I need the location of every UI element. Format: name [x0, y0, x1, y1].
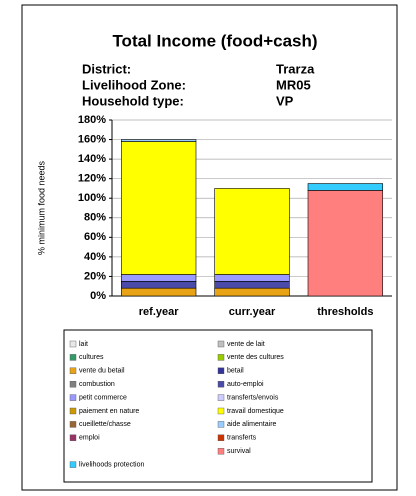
info-value: MR05 — [276, 77, 311, 92]
y-tick-label: 160% — [78, 133, 106, 145]
legend-label: lait — [79, 341, 88, 348]
x-tick-label: ref.year — [139, 306, 179, 318]
legend-label: survival — [227, 448, 251, 455]
y-tick-label: 120% — [78, 173, 106, 185]
legend-label: paiement en nature — [79, 408, 139, 415]
info-value: VP — [276, 93, 294, 108]
x-tick-label: thresholds — [317, 306, 373, 318]
y-tick-label: 180% — [78, 114, 106, 126]
legend-label: betail — [227, 368, 244, 375]
legend-swatch — [217, 434, 225, 441]
bar-segment — [214, 274, 290, 282]
legend-label: emploi — [79, 435, 100, 442]
legend-label: livelihoods protection — [79, 461, 144, 468]
legend-swatch — [69, 407, 77, 415]
legend-label: cultures — [79, 354, 104, 361]
info-label: Household type: — [82, 93, 184, 108]
y-tick-label: 0% — [90, 290, 106, 302]
y-tick-label: 20% — [84, 270, 106, 282]
legend-label: transferts/envois — [227, 394, 279, 401]
legend-label: travail domestique — [227, 408, 284, 415]
legend-swatch — [69, 434, 77, 441]
legend-swatch — [69, 354, 77, 361]
legend-swatch — [217, 340, 225, 348]
legend-label: combustion — [79, 381, 115, 388]
legend-swatch — [217, 448, 225, 455]
legend-swatch — [69, 340, 77, 348]
x-tick-label: curr.year — [229, 306, 276, 318]
bar-segment — [121, 139, 197, 142]
legend-label: cueillette/chasse — [79, 421, 131, 428]
legend-box — [63, 329, 373, 483]
bar-segment — [307, 183, 383, 191]
bar-segment — [121, 141, 197, 275]
info-label: District: — [82, 61, 131, 76]
bar-segment — [214, 281, 290, 289]
bar-segment — [214, 188, 290, 275]
bar-segment — [214, 287, 290, 297]
legend-swatch — [217, 407, 225, 415]
legend-label: auto-emploi — [227, 381, 264, 388]
info-label: Livelihood Zone: — [82, 77, 186, 92]
legend-swatch — [217, 421, 225, 428]
legend-label: vente des cultures — [227, 354, 284, 361]
legend-swatch — [217, 354, 225, 361]
bar-segment — [307, 190, 383, 297]
legend-swatch — [69, 421, 77, 428]
legend-swatch — [69, 367, 77, 374]
bar-segment — [121, 274, 197, 282]
legend-label: petit commerce — [79, 394, 127, 401]
bar-segment — [121, 281, 197, 289]
chart-title: Total Income (food+cash) — [112, 31, 317, 50]
y-tick-label: 60% — [84, 231, 106, 243]
legend-swatch — [217, 367, 225, 374]
legend-swatch — [217, 381, 225, 388]
bar-segment — [121, 287, 197, 297]
legend-label: aide alimentaire — [227, 421, 277, 428]
legend-swatch — [217, 394, 225, 401]
legend-swatch — [69, 394, 77, 401]
legend-swatch — [69, 461, 77, 468]
legend-swatch — [69, 381, 77, 388]
y-tick-label: 80% — [84, 212, 106, 224]
legend-label: vente de lait — [227, 341, 265, 348]
info-value: Trarza — [276, 61, 315, 76]
y-tick-label: 140% — [78, 153, 106, 165]
legend-label: transferts — [227, 435, 257, 442]
y-tick-label: 100% — [78, 192, 106, 204]
y-tick-label: 40% — [84, 251, 106, 263]
legend-label: vente du betail — [79, 368, 125, 375]
y-axis-label: % minimum food needs — [36, 160, 46, 255]
